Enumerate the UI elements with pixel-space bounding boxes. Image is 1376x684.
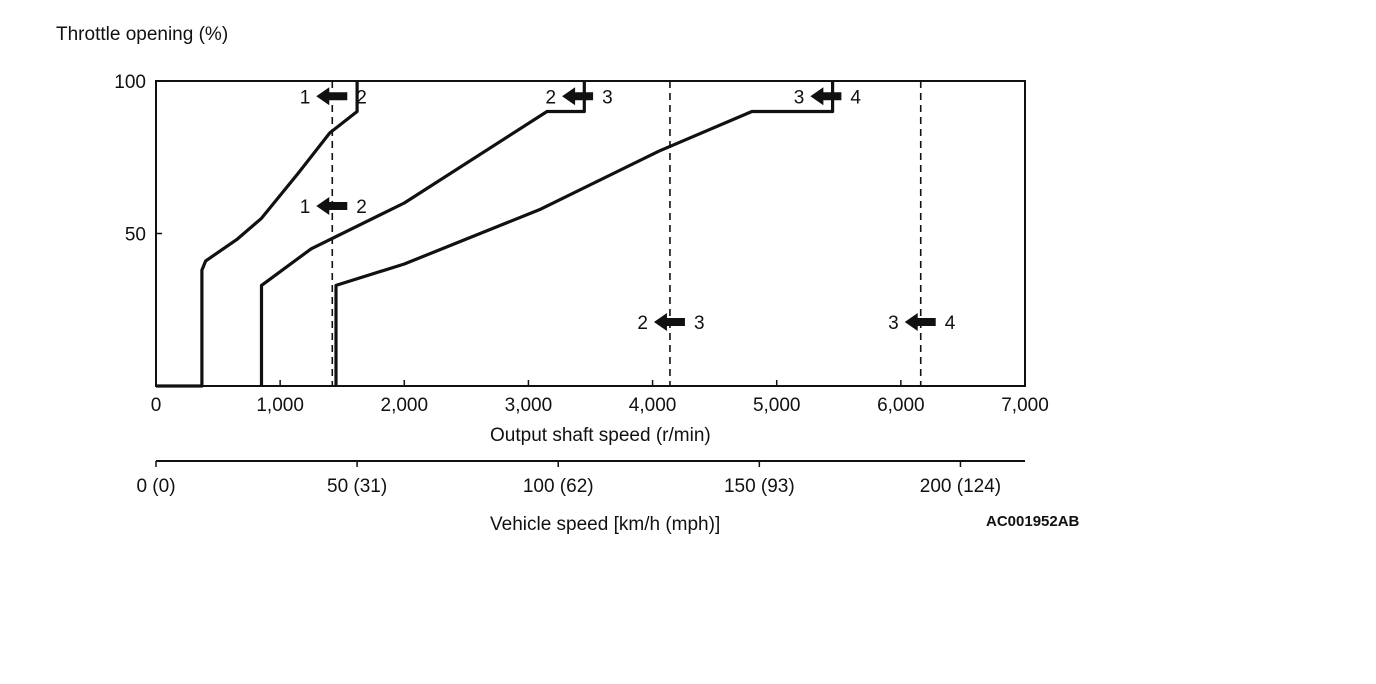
- x2-tick-label: 50 (31): [327, 476, 387, 497]
- x2-tick-label: 0 (0): [136, 476, 175, 497]
- shift-from-gear: 3: [888, 313, 899, 334]
- x2-tick-label: 100 (62): [523, 476, 594, 497]
- shift-arrow-left-icon: [810, 87, 842, 106]
- x-tick-label: 6,000: [877, 395, 925, 416]
- y-tick-label: 50: [125, 225, 146, 246]
- shift-to-gear: 3: [602, 87, 613, 108]
- upshift-line: [259, 81, 586, 386]
- shift-from-gear: 1: [300, 197, 311, 218]
- shift-arrow-left-icon: [653, 312, 685, 331]
- shift-from-gear: 2: [546, 87, 557, 108]
- x-axis-title: Output shaft speed (r/min): [490, 425, 711, 446]
- figure-code: AC001952AB: [986, 513, 1080, 530]
- shift-arrow-left-icon: [904, 312, 936, 331]
- x-tick-label: 3,000: [505, 395, 553, 416]
- shift-arrow-left-icon: [562, 87, 594, 106]
- shift-to-gear: 4: [945, 313, 956, 334]
- x-tick-label: 5,000: [753, 395, 801, 416]
- shift-to-gear: 2: [356, 197, 367, 218]
- x-tick-label: 1,000: [256, 395, 304, 416]
- upshift-line: [334, 81, 835, 386]
- shift-to-gear: 2: [356, 87, 367, 108]
- axis-ticks: 0 1,000 2,000 3,000 4,000 5,000 6,000 7,0005010…: [114, 72, 1048, 497]
- shift-lines: [156, 81, 922, 388]
- shift-from-gear: 1: [300, 87, 311, 108]
- x-tick-label: 0: [151, 395, 162, 416]
- x2-axis-title: Vehicle speed [km/h (mph)]: [490, 514, 721, 535]
- shift-from-gear: 3: [794, 87, 805, 108]
- x2-tick-label: 150 (93): [724, 476, 795, 497]
- x-tick-label: 2,000: [381, 395, 429, 416]
- x2-tick-label: 200 (124): [920, 476, 1001, 497]
- x-tick-label: 7,000: [1001, 395, 1049, 416]
- shift-arrow-left-icon: [316, 87, 348, 106]
- shift-to-gear: 3: [694, 313, 705, 334]
- y-tick-label: 100: [114, 72, 146, 93]
- shift-from-gear: 2: [637, 313, 648, 334]
- shift-arrow-left-icon: [316, 197, 348, 216]
- plot-frame: [155, 80, 1026, 387]
- upshift-line: [156, 81, 359, 388]
- x-tick-label: 4,000: [629, 395, 677, 416]
- shift-arrows: 1 2 2 3 3 41 22 3 3 4: [300, 87, 956, 334]
- y-axis-title: Throttle opening (%): [56, 24, 229, 45]
- shift-to-gear: 4: [850, 87, 861, 108]
